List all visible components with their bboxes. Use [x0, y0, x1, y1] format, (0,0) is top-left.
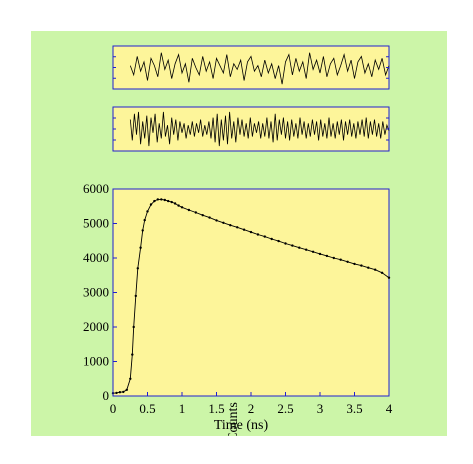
x-tick-label: 3.5 — [346, 401, 362, 416]
x-tick-label: 1.5 — [208, 401, 224, 416]
y-tick-label: 4000 — [83, 250, 109, 265]
y-tick-label: 0 — [103, 388, 110, 403]
y-tick-label: 6000 — [83, 181, 109, 196]
figure-background: 0 0.5 1 1.5 2 2.5 3 3.5 4 0 1000 2000 3000 4000 5000 60… — [31, 31, 447, 436]
x-tick-label: 2.5 — [277, 401, 293, 416]
residual-trace — [129, 52, 390, 85]
main-plot: 0 0.5 1 1.5 2 2.5 3 3.5 4 0 1000 2000 3000 4000 5000 60… — [83, 181, 393, 436]
x-tick-label: 4 — [386, 401, 393, 416]
plot-frame — [112, 45, 390, 90]
x-tick-label: 1 — [179, 401, 186, 416]
x-tick-label: 0.5 — [139, 401, 155, 416]
x-tick-label: 2 — [248, 401, 255, 416]
y-tick-label: 5000 — [83, 216, 109, 231]
residual-panel-middle — [112, 106, 390, 152]
x-axis-title: Time (ns) — [214, 418, 269, 433]
residual-trace — [129, 111, 390, 147]
fit-line — [112, 198, 390, 394]
y-tick-label: 1000 — [83, 354, 109, 369]
plot-frame — [112, 188, 390, 397]
y-tick-label: 3000 — [83, 285, 109, 300]
residual-panel-top — [112, 45, 390, 90]
chart-svg: 0 0.5 1 1.5 2 2.5 3 3.5 4 0 1000 2000 3000 4000 5000 60… — [83, 45, 393, 436]
x-tick-label: 0 — [110, 401, 117, 416]
x-tick-label: 3 — [317, 401, 324, 416]
y-axis-title: Counts — [226, 402, 241, 436]
plot-frame — [112, 106, 390, 152]
y-tick-label: 2000 — [83, 319, 109, 334]
